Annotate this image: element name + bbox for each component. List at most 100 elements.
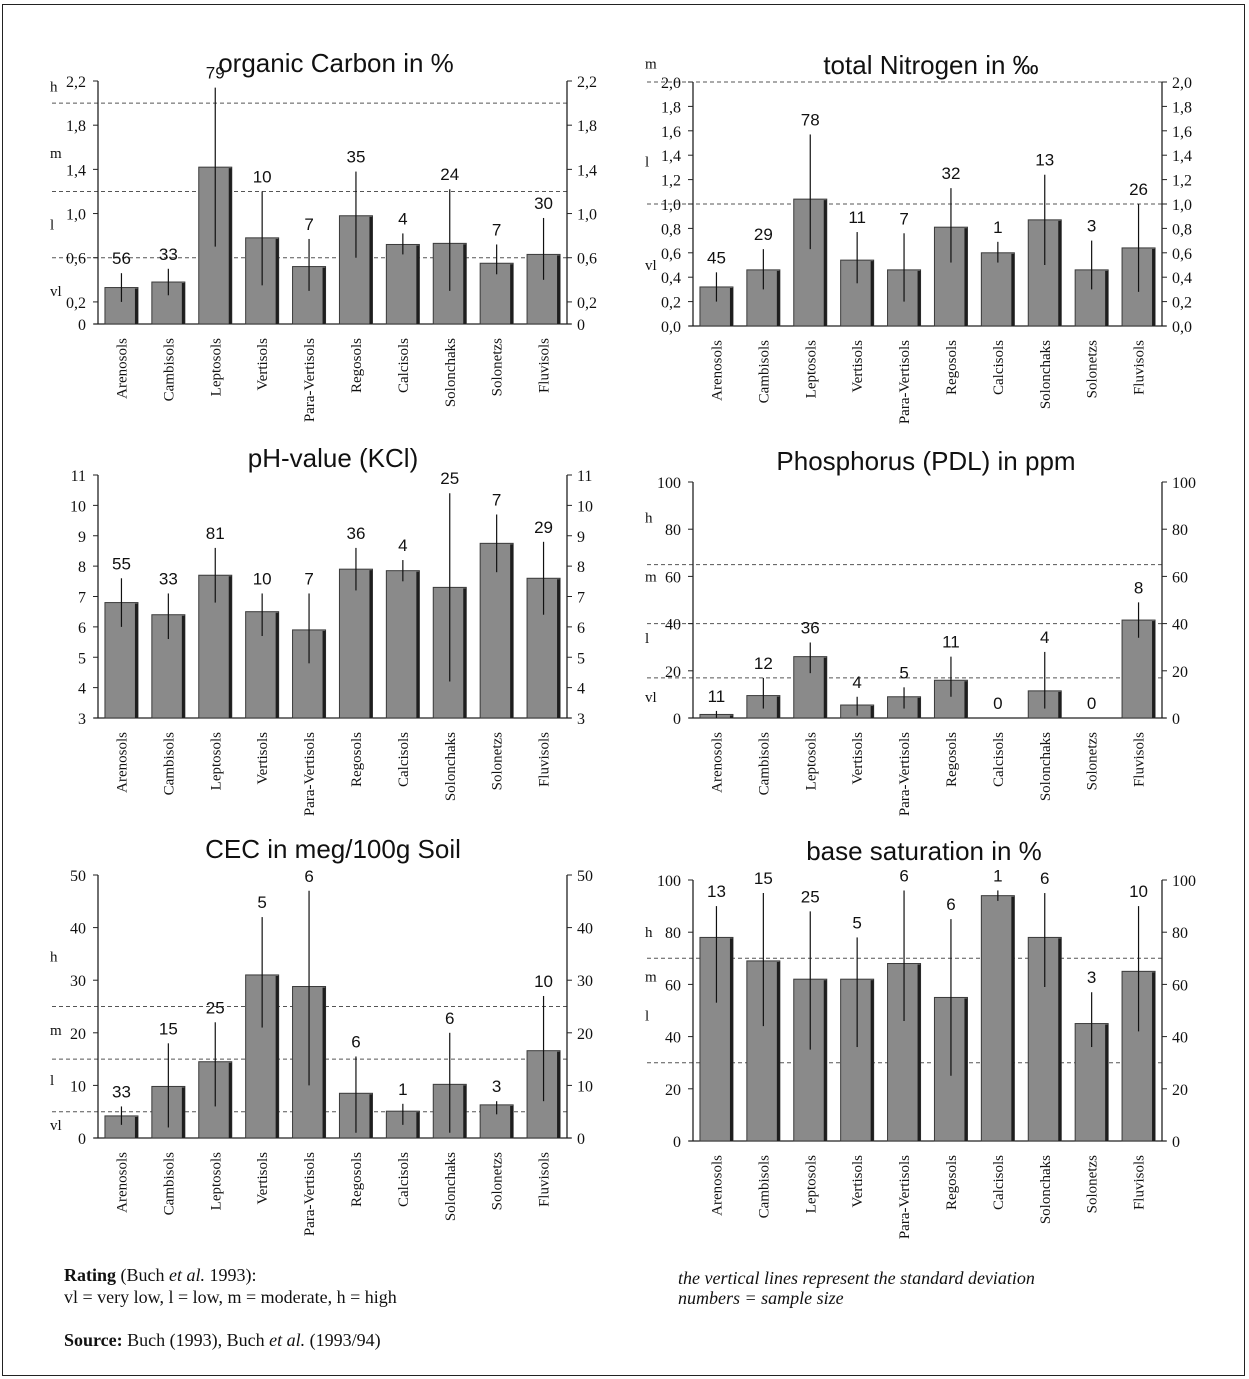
right-tick-label: 80 [1172, 522, 1188, 539]
rating-label: l [645, 631, 649, 647]
bar-shadow-edge [416, 245, 420, 324]
sample-size-label: 56 [112, 249, 131, 268]
bar-shadow-edge [1058, 691, 1062, 718]
right-tick-label: 0 [1172, 1134, 1180, 1151]
category-label: Arenosols [709, 340, 725, 401]
left-tick-label: 2,2 [66, 74, 86, 91]
sample-size-label: 1 [993, 866, 1002, 885]
left-tick-label: 7 [78, 590, 86, 607]
bar-shadow-edge [870, 261, 874, 326]
category-label: Vertisols [255, 1152, 271, 1205]
sample-size-label: 45 [707, 248, 726, 267]
left-tick-label: 60 [665, 977, 681, 994]
sample-size-label: 15 [754, 869, 773, 888]
sample-size-label: 81 [206, 524, 225, 543]
right-tick-label: 0,0 [1172, 319, 1192, 336]
sample-size-label: 30 [534, 194, 553, 213]
left-tick-label: 1,4 [661, 148, 681, 165]
rating-legend: vl = very low, l = low, m = moderate, h … [64, 1287, 397, 1307]
bar-shadow-edge [776, 961, 780, 1141]
rating-label: m [645, 57, 657, 73]
bar-shadow-edge [463, 588, 467, 718]
category-label: Cambisols [161, 1152, 177, 1216]
sample-size-label: 25 [206, 998, 225, 1017]
bar-calcisols [980, 252, 1015, 327]
category-label: Arenosols [114, 338, 130, 399]
right-tick-label: 60 [1172, 569, 1188, 586]
category-label: Arenosols [709, 732, 725, 793]
left-tick-label: 2,0 [661, 75, 681, 92]
bar-shadow-edge [369, 570, 373, 718]
bar-calcisols [980, 895, 1015, 1142]
category-label: Para-Vertisols [897, 340, 913, 424]
sample-size-label: 4 [852, 673, 861, 692]
category-label: Fluvisols [1132, 732, 1148, 787]
bar-shadow-edge [776, 696, 780, 718]
right-tick-label: 1,4 [577, 162, 597, 179]
sample-size-label: 33 [159, 245, 178, 264]
sample-size-label: 6 [899, 866, 908, 885]
source-year: (1993/94) [305, 1330, 381, 1350]
left-tick-label: 80 [665, 925, 681, 942]
sample-size-label: 13 [707, 882, 726, 901]
sample-size-label: 0 [993, 694, 1002, 713]
rating-label: m [50, 1023, 62, 1039]
bar-shadow-edge [557, 255, 561, 324]
bar-shadow-edge [275, 238, 279, 324]
source-etal: et al. [269, 1330, 306, 1350]
rating-label: l [645, 1009, 649, 1025]
category-label: Leptosols [803, 1155, 819, 1213]
left-tick-label: 10 [70, 1078, 86, 1095]
sample-size-label: 36 [346, 524, 365, 543]
right-tick-label: 1,4 [1172, 148, 1192, 165]
category-label: Leptosols [208, 732, 224, 790]
sample-size-label: 32 [941, 164, 960, 183]
left-tick-label: 20 [665, 664, 681, 681]
sample-size-label: 29 [534, 518, 553, 537]
bar-vertisols [245, 611, 280, 719]
sample-size-label: 26 [1129, 180, 1148, 199]
sample-size-label: 25 [801, 887, 820, 906]
left-tick-label: 0,0 [661, 319, 681, 336]
left-tick-label: 0,4 [661, 270, 681, 287]
left-tick-label: 1,0 [66, 207, 86, 224]
bar-shadow-edge [1152, 621, 1156, 718]
bar-shadow-edge [510, 264, 514, 324]
right-tick-label: 20 [577, 1026, 593, 1043]
sample-size-label: 6 [304, 867, 313, 886]
bar-shadow-edge [870, 980, 874, 1141]
left-tick-label: 0,2 [661, 295, 681, 312]
category-label: Solonetzs [1085, 732, 1101, 790]
sample-size-label: 15 [159, 1019, 178, 1038]
category-label: Leptosols [208, 1152, 224, 1210]
right-tick-label: 40 [1172, 617, 1188, 634]
rating-label: h [50, 950, 58, 966]
right-tick-label: 0,2 [577, 295, 597, 312]
right-tick-label: 1,2 [1172, 173, 1192, 190]
category-label: Vertisols [850, 1155, 866, 1208]
sample-size-label: 13 [1035, 151, 1054, 170]
category-label: Calcisols [396, 338, 412, 393]
category-label: Solonchaks [1038, 732, 1054, 801]
bar-shadow-edge [1105, 1024, 1109, 1141]
chart-title: total Nitrogen in ‰ [823, 50, 1038, 80]
category-label: Para-Vertisols [897, 1155, 913, 1239]
right-tick-label: 20 [1172, 664, 1188, 681]
bar-shadow-edge [729, 938, 733, 1141]
category-label: Solonetzs [490, 1152, 506, 1210]
category-label: Regosols [944, 340, 960, 395]
category-label: Leptosols [208, 338, 224, 396]
bar-shadow-edge [823, 980, 827, 1141]
category-label: Regosols [349, 732, 365, 787]
left-tick-label: 0 [673, 711, 681, 728]
rating-label: l [50, 218, 54, 234]
left-tick-label: 3 [78, 711, 86, 728]
category-label: Solonetzs [1085, 340, 1101, 398]
bar-shadow-edge [1011, 896, 1015, 1141]
left-tick-label: 40 [665, 1030, 681, 1047]
sample-size-label: 5 [852, 913, 861, 932]
rating-label: m [645, 970, 657, 986]
left-tick-label: 0 [673, 1134, 681, 1151]
rating-label: vl [645, 690, 657, 706]
